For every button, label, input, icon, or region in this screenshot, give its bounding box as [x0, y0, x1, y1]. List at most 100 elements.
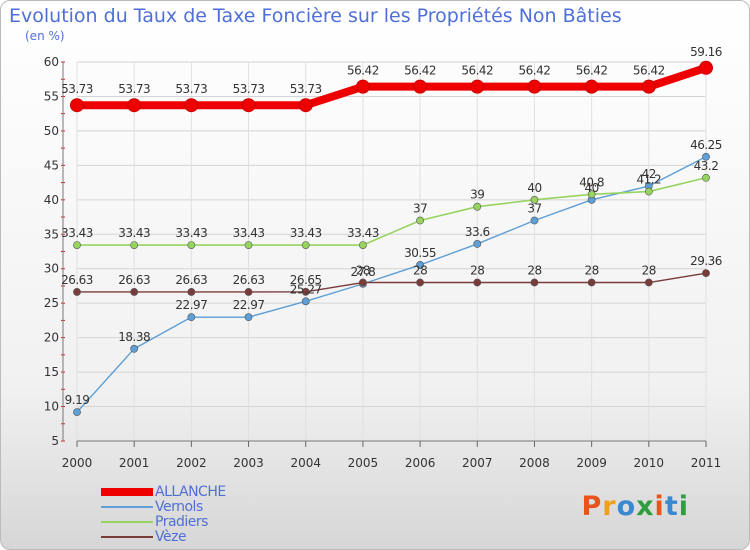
data-label-vernols: 22.97: [233, 298, 265, 312]
point-veze: [130, 288, 139, 296]
data-label-veze: 26.63: [61, 273, 93, 287]
data-label-vernols: 37: [527, 201, 541, 215]
data-label-vernols: 40: [584, 181, 598, 195]
x-tick-label: 2004: [290, 456, 321, 470]
x-tick-label: 2003: [233, 456, 264, 470]
point-vernols: [416, 261, 424, 269]
y-tick-label: 15: [44, 365, 59, 379]
series-layer: [70, 60, 713, 417]
point-pradiers: [644, 187, 653, 196]
data-label-veze: 26.63: [233, 273, 265, 287]
data-label-veze: 28: [527, 264, 541, 278]
point-allanche: [355, 79, 370, 94]
point-pradiers: [187, 241, 196, 249]
data-label-layer: 9.19 18.38 22.97 22.97 25.27 27.8 30.55 33.6 37 4…: [61, 45, 722, 407]
series-line-pradiers: [76, 176, 707, 246]
x-tick-label: 2005: [348, 456, 379, 470]
logo-letter: t: [664, 491, 679, 522]
data-label-pradiers: 37: [413, 201, 427, 215]
logo-letter: x: [636, 491, 655, 522]
data-label-vernols: 9.19: [65, 393, 90, 407]
point-allanche: [699, 60, 713, 75]
point-allanche: [241, 98, 256, 113]
point-pradiers: [473, 202, 482, 211]
data-label-veze: 26.63: [118, 273, 150, 287]
point-veze: [301, 287, 310, 296]
logo-letter: r: [602, 491, 617, 522]
point-veze: [187, 288, 196, 296]
data-label-vernols: 30.55: [404, 246, 436, 260]
data-label-pradiers: 33.43: [347, 226, 379, 240]
point-vernols: [301, 297, 310, 306]
x-tick-label: 2007: [462, 456, 493, 470]
data-label-veze: 26.63: [175, 273, 207, 287]
logo-letter: i: [654, 491, 665, 522]
data-label-veze: 26.65: [290, 273, 322, 287]
chart-title: Evolution du Taux de Taxe Foncière sur l…: [9, 5, 622, 27]
data-label-vernols: 46.25: [690, 138, 722, 152]
point-veze: [73, 288, 81, 296]
data-label-vernols: 27.8: [351, 265, 376, 279]
point-veze: [473, 278, 482, 287]
point-pradiers: [587, 190, 596, 199]
data-label-vernols: 33.6: [465, 225, 490, 239]
point-allanche: [298, 98, 313, 113]
point-vernols: [530, 216, 539, 225]
data-label-allanche: 53.73: [175, 82, 207, 96]
point-veze: [530, 278, 539, 287]
data-label-allanche: 56.42: [347, 64, 379, 78]
data-label-pradiers: 39: [470, 188, 484, 202]
data-label-allanche: 56.42: [633, 64, 665, 78]
legend-swatch: [101, 488, 153, 496]
point-allanche: [127, 98, 142, 113]
point-veze: [644, 278, 653, 287]
data-label-pradiers: 33.43: [118, 226, 150, 240]
legend-label: ALLANCHE: [155, 484, 226, 500]
y-tick-label: 10: [44, 400, 59, 414]
point-pradiers: [301, 241, 310, 249]
point-allanche: [413, 79, 428, 94]
x-tick-label: 2010: [634, 456, 665, 470]
data-label-allanche: 53.73: [233, 82, 265, 96]
data-label-allanche: 53.73: [118, 82, 150, 96]
legend-label: Vèze: [155, 529, 187, 545]
y-tick-label: 20: [44, 331, 59, 345]
point-vernols: [244, 313, 253, 322]
data-label-veze: 28: [584, 264, 598, 278]
proxiti-logo: Proxiti: [581, 491, 689, 522]
point-veze: [702, 269, 710, 278]
y-tick-label: 5: [51, 434, 59, 448]
point-veze: [416, 278, 424, 287]
axis-layer: 5 10 15 20 25 30 35 40 45 50 55 60 2000 2001 2002 2003 2…: [44, 55, 722, 470]
point-pradiers: [130, 241, 139, 249]
x-tick-label: 2009: [576, 456, 607, 470]
y-tick-label: 50: [44, 124, 59, 138]
data-label-vernols: 42: [642, 167, 656, 181]
point-allanche: [184, 98, 199, 113]
data-label-veze: 28: [642, 264, 656, 278]
y-tick-label: 55: [44, 89, 59, 103]
point-allanche: [470, 79, 485, 94]
y-tick-label: 60: [44, 55, 59, 69]
point-veze: [359, 278, 367, 287]
point-vernols: [473, 240, 482, 248]
point-veze: [244, 288, 253, 296]
point-allanche: [70, 98, 84, 113]
x-tick-label: 2002: [176, 456, 207, 470]
y-tick-label: 35: [44, 227, 59, 241]
legend-swatch: [101, 506, 153, 508]
grid-layer: [76, 61, 707, 442]
data-label-vernols: 22.97: [175, 298, 207, 312]
data-label-pradiers: 33.43: [233, 226, 265, 240]
series-line-vernols: [76, 156, 707, 413]
point-vernols: [187, 313, 196, 322]
point-pradiers: [244, 241, 253, 249]
logo-letter: i: [678, 491, 689, 522]
point-pradiers: [416, 216, 424, 225]
point-vernols: [73, 408, 81, 417]
data-label-pradiers: 33.43: [175, 226, 207, 240]
legend-label: Pradiers: [155, 514, 208, 530]
data-label-pradiers: 41.2: [636, 173, 661, 187]
